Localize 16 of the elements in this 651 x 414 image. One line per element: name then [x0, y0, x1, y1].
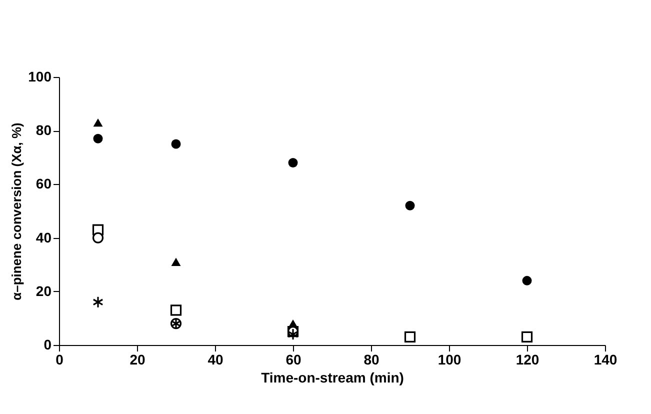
x-tick-label: 0: [56, 352, 64, 368]
x-tick-label: 100: [438, 352, 462, 368]
x-tick-label: 80: [364, 352, 380, 368]
x-tick-label: 140: [594, 352, 618, 368]
y-tick-label: 40: [36, 229, 52, 246]
x-tick-label: 120: [516, 352, 540, 368]
y-tick-label: 20: [36, 282, 52, 299]
y-tick-label: 60: [36, 176, 52, 192]
y-tick-label: 100: [28, 68, 52, 84]
x-tick-label: 20: [130, 352, 146, 368]
y-axis-title: α–pinene conversion (Xα, %): [9, 122, 24, 300]
x-tick-label: 60: [286, 352, 302, 368]
y-tick-label: 80: [36, 122, 52, 138]
x-axis-title: Time-on-stream (min): [261, 370, 404, 386]
y-tick-label: 0: [44, 336, 52, 352]
x-tick-label: 40: [208, 352, 224, 368]
